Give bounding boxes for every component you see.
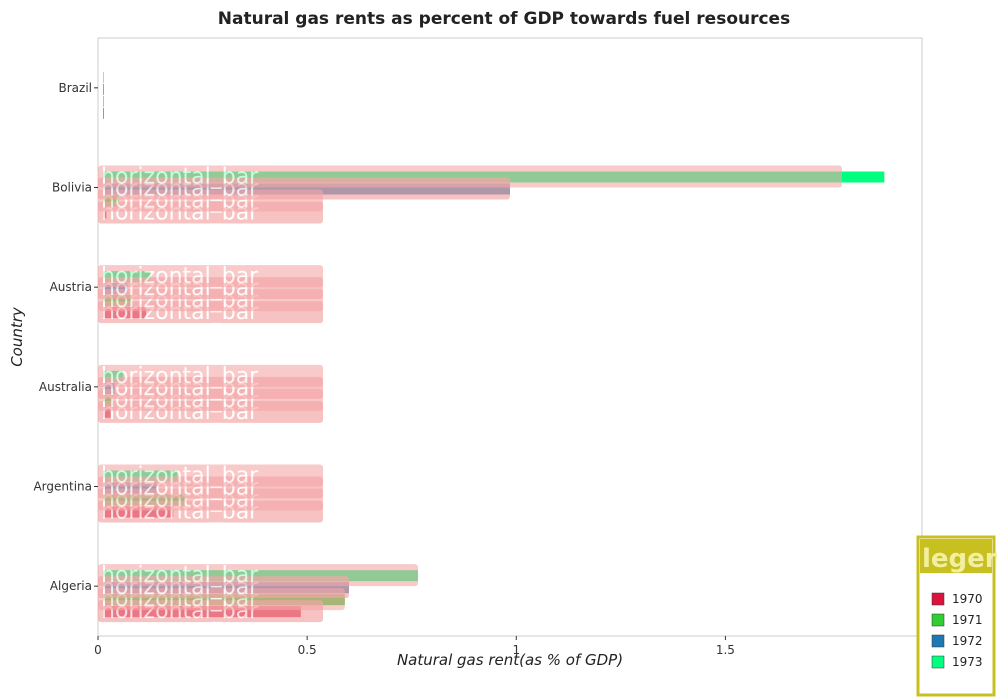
bar-annotation-label: horizontal_bar: [101, 563, 259, 588]
bar-annotation: horizontal_bar: [98, 563, 418, 588]
legend-label-1971: 1971: [952, 613, 983, 627]
y-tick-label: Brazil: [59, 81, 93, 95]
bar-brazil-1971: [103, 95, 104, 107]
legend-swatch-1971: [931, 613, 945, 627]
bar-annotation: horizontal_bar: [98, 165, 842, 190]
y-tick-label: Algeria: [50, 579, 92, 593]
bar-brazil-1970: [103, 107, 104, 119]
bar-annotation-label: horizontal_bar: [101, 364, 259, 389]
legend-title-bg: [920, 539, 992, 573]
legend-title: legen: [922, 544, 997, 574]
legend-swatch-1970: [931, 592, 945, 606]
legend-label-1972: 1972: [952, 634, 983, 648]
bar-annotation-label: horizontal_bar: [101, 165, 259, 190]
y-tick-label: Australia: [39, 380, 92, 394]
y-tick-label: Bolivia: [52, 181, 92, 195]
y-axis-label: Country: [8, 306, 26, 367]
axes-layer: Algeria Argentina Australia Austria Bolivia B…: [33, 81, 735, 657]
bar-brazil-1972: [103, 83, 104, 95]
plot-area: [97, 37, 923, 637]
x-tick-label: 1.5: [716, 643, 735, 657]
bar-brazil-1973: [103, 71, 104, 83]
x-axis-label: Natural gas rent(as % of GDP): [397, 651, 623, 669]
x-tick-label: 0.5: [298, 643, 317, 657]
bar-annotation-label: horizontal_bar: [101, 464, 259, 489]
y-tick-label: Argentina: [33, 480, 92, 494]
annotation-layer: horizontal_bar horizontal_bar horizontal_b…: [98, 165, 842, 624]
bar-annotation: horizontal_bar: [98, 464, 323, 489]
chart-title: Natural gas rents as percent of GDP towa…: [218, 9, 790, 29]
bar-annotation-label: horizontal_bar: [101, 264, 259, 289]
x-tick-label: 0: [94, 643, 102, 657]
legend-swatch-1973: [931, 655, 945, 669]
legend-swatch-1972: [931, 634, 945, 648]
bar-annotation: horizontal_bar: [98, 264, 323, 289]
bar-annotation: horizontal_bar: [98, 364, 323, 389]
legend-label-1970: 1970: [952, 592, 983, 606]
legend: legen 1970 1971 1972 1973: [916, 535, 997, 697]
legend-label-1973: 1973: [952, 655, 983, 669]
x-tick-label: 1: [512, 643, 520, 657]
y-tick-label: Austria: [50, 280, 92, 294]
